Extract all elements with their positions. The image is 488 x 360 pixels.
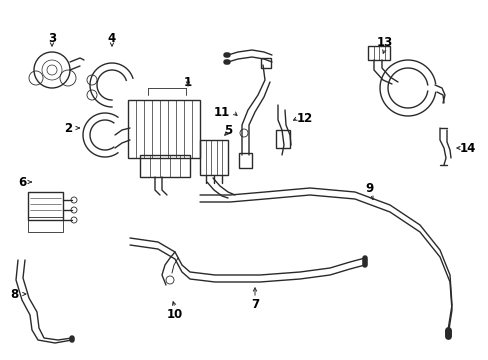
Bar: [239, 153, 251, 168]
Text: 6: 6: [18, 176, 26, 189]
Bar: [28, 217, 63, 232]
Bar: [140, 155, 190, 177]
Text: 13: 13: [376, 36, 392, 49]
Text: 3: 3: [48, 32, 56, 45]
Text: 7: 7: [250, 298, 259, 311]
Text: 4: 4: [108, 32, 116, 45]
Bar: [128, 100, 200, 158]
Bar: [367, 46, 389, 60]
Bar: [28, 192, 63, 220]
Text: 10: 10: [166, 309, 183, 321]
Text: 2: 2: [64, 122, 72, 135]
Bar: [200, 140, 227, 175]
Text: 8: 8: [10, 288, 18, 301]
Text: 14: 14: [459, 141, 475, 154]
Text: 11: 11: [213, 105, 230, 118]
Bar: [261, 58, 270, 68]
Bar: [275, 130, 289, 148]
Text: 12: 12: [296, 112, 312, 125]
Text: 9: 9: [365, 181, 373, 194]
Text: 5: 5: [224, 123, 232, 136]
Text: 1: 1: [183, 76, 192, 89]
